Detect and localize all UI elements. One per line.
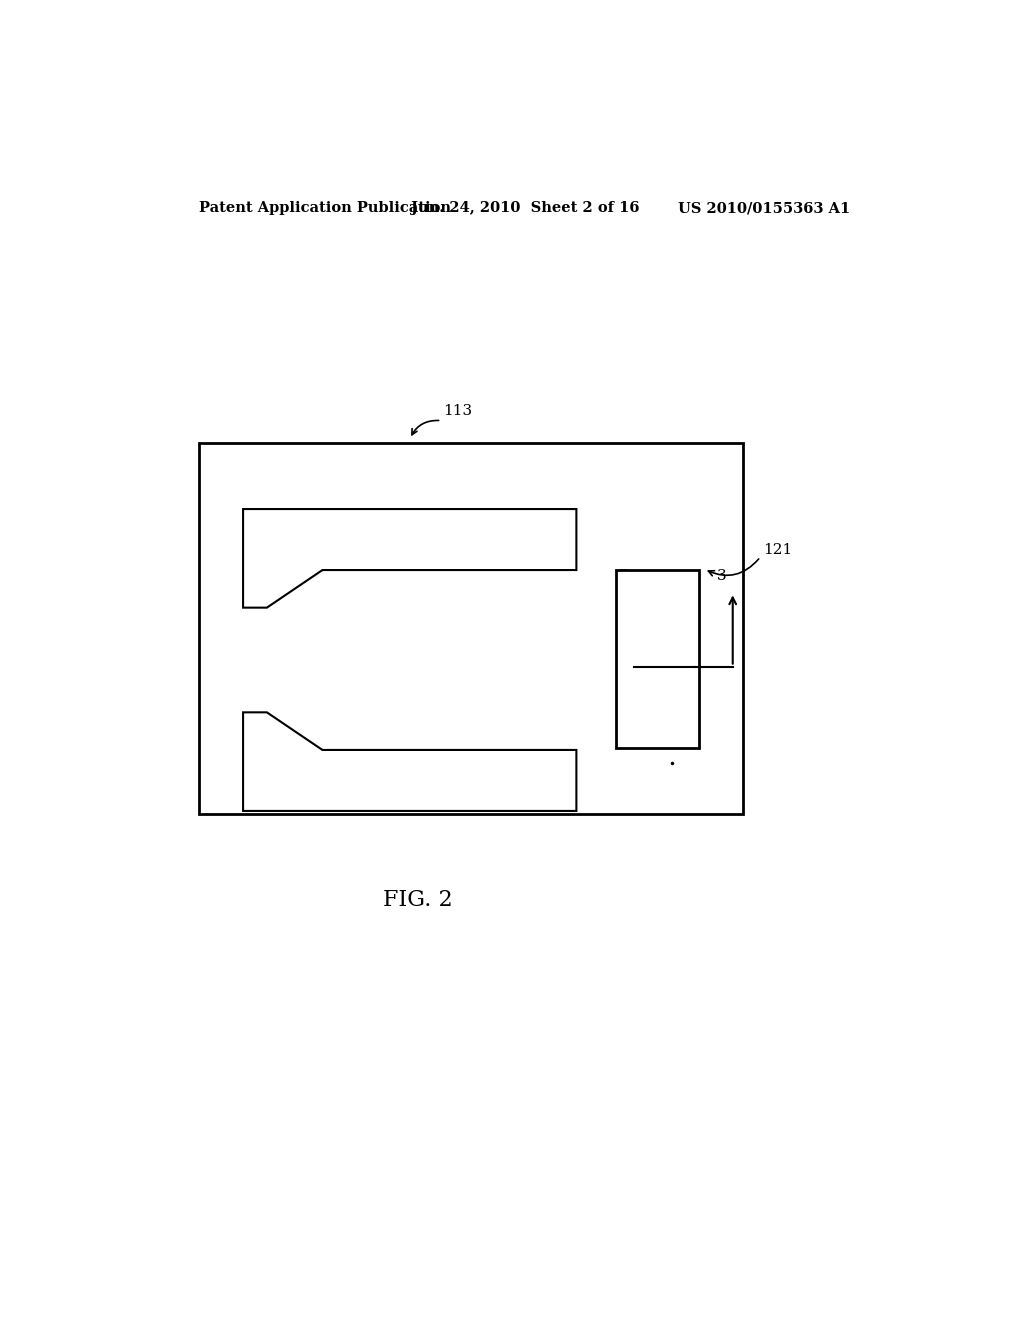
Text: 113: 113 — [442, 404, 472, 417]
Text: Patent Application Publication: Patent Application Publication — [200, 201, 452, 215]
Text: US 2010/0155363 A1: US 2010/0155363 A1 — [678, 201, 850, 215]
Bar — [616, 570, 699, 748]
Text: FIG. 2: FIG. 2 — [383, 890, 453, 911]
Text: 3: 3 — [620, 569, 629, 583]
Bar — [200, 444, 743, 814]
Text: 3: 3 — [717, 569, 726, 583]
Text: 121: 121 — [763, 543, 793, 557]
Polygon shape — [243, 510, 577, 607]
Polygon shape — [243, 713, 577, 810]
Text: Jun. 24, 2010  Sheet 2 of 16: Jun. 24, 2010 Sheet 2 of 16 — [411, 201, 639, 215]
Bar — [618, 573, 621, 744]
